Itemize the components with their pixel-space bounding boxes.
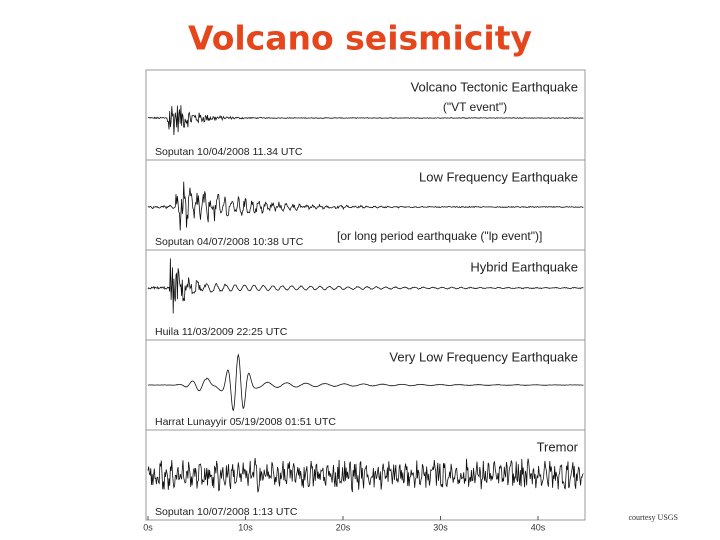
station-label: Soputan 10/04/2008 11.34 UTC [155,146,303,158]
panel-title: Hybrid Earthquake [470,259,578,274]
panel-note: ("VT event") [443,100,507,114]
seismogram-trace [147,457,584,493]
seismogram-trace [147,353,584,412]
slide-title: Volcano seismicity [188,19,532,58]
station-label: Soputan 04/07/2008 10:38 UTC [155,236,304,248]
figure: Volcano Tectonic Earthquake ("VT event") S… [143,79,585,532]
time-tick-label: 40s [531,522,546,532]
panel-title: Very Low Frequency Earthquake [389,349,578,364]
station-label: Harrat Lunayyir 05/19/2008 01:51 UTC [155,416,336,428]
credit: courtesy USGS [628,513,678,522]
panel-note: [or long period earthquake ("lp event")] [337,229,542,243]
station-label: Soputan 10/07/2008 1:13 UTC [155,506,298,518]
time-tick-label: 30s [433,522,448,532]
time-tick-label: 20s [336,522,351,532]
seismogram-trace [147,181,584,231]
panel-title: Tremor [537,439,579,454]
seismogram-trace [147,258,584,314]
station-label: Huila 11/03/2009 22:25 UTC [155,326,288,338]
panel-title: Low Frequency Earthquake [419,169,578,184]
panel-title: Volcano Tectonic Earthquake [411,79,578,94]
time-tick-label: 10s [238,522,253,532]
time-tick-label: 0s [143,522,153,532]
figure-frame [145,69,586,521]
seismogram-trace [147,105,584,136]
